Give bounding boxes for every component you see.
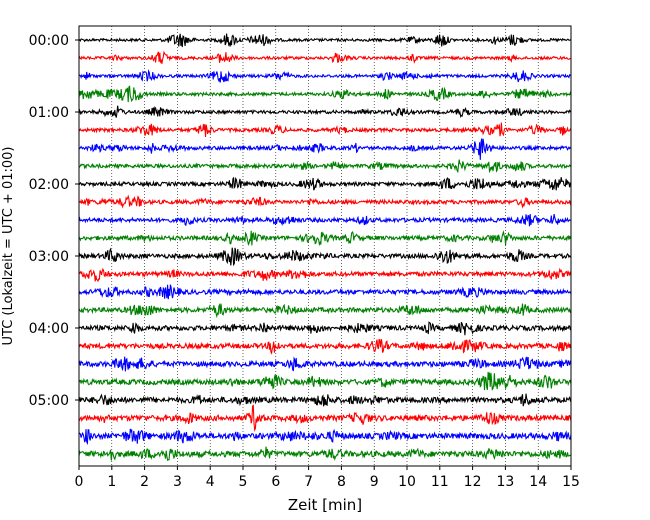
y-tick-label: 00:00: [29, 33, 69, 49]
trace-line: [78, 338, 572, 355]
trace-line: [78, 138, 572, 160]
seismic-traces: [78, 33, 572, 462]
trace-line: [78, 50, 572, 64]
x-axis-ticks: 0 1 2 3 4 5 6 7 8 9 10 11 12 13 14 15: [75, 466, 580, 490]
x-tick-label: 12: [464, 474, 482, 490]
trace-line: [78, 159, 572, 174]
trace-line: [78, 105, 572, 118]
y-tick-label: 02:00: [29, 177, 69, 193]
x-tick-label: 3: [173, 474, 182, 490]
trace-line: [78, 176, 572, 191]
trace-line: [78, 428, 572, 446]
trace-line: [78, 194, 572, 209]
trace-line: [78, 371, 572, 391]
y-tick-label: 01:00: [29, 105, 69, 121]
trace-line: [78, 321, 572, 336]
y-tick-label: 03:00: [29, 249, 69, 265]
x-axis-label: Zeit [min]: [288, 496, 362, 514]
trace-line: [78, 404, 572, 432]
plot-frame: [78, 25, 572, 467]
y-axis-label: UTC (Lokalzeit = UTC + 01:00): [1, 147, 16, 346]
trace-line: [79, 33, 572, 48]
x-tick-label: 7: [304, 474, 313, 490]
x-tick-label: 2: [140, 474, 149, 490]
trace-line: [78, 267, 572, 283]
x-tick-label: 1: [107, 474, 116, 490]
x-tick-label: 5: [239, 474, 248, 490]
trace-line: [78, 303, 572, 319]
x-tick-label: 8: [337, 474, 346, 490]
y-tick-label: 05:00: [29, 393, 69, 409]
trace-line: [78, 68, 572, 83]
trace-line: [78, 393, 572, 407]
trace-line: [78, 85, 572, 103]
x-tick-label: 15: [562, 474, 580, 490]
trace-line: [78, 230, 572, 247]
x-tick-label: 13: [496, 474, 514, 490]
x-tick-label: 10: [398, 474, 416, 490]
trace-line: [78, 122, 572, 138]
trace-line: [78, 356, 572, 372]
x-tick-label: 4: [206, 474, 215, 490]
x-tick-label: 14: [529, 474, 547, 490]
y-tick-label: 04:00: [29, 321, 69, 337]
trace-line: [78, 213, 572, 227]
x-tick-label: 6: [271, 474, 280, 490]
trace-line: [78, 247, 572, 267]
x-tick-label: 0: [75, 474, 84, 490]
trace-line: [78, 446, 572, 462]
x-tick-label: 11: [431, 474, 449, 490]
trace-line: [78, 284, 572, 300]
y-axis-ticks: 00:00 01:00 02:00 03:00 04:00 05:00: [29, 33, 79, 409]
minute-gridlines: [111, 26, 539, 466]
x-tick-label: 9: [370, 474, 379, 490]
